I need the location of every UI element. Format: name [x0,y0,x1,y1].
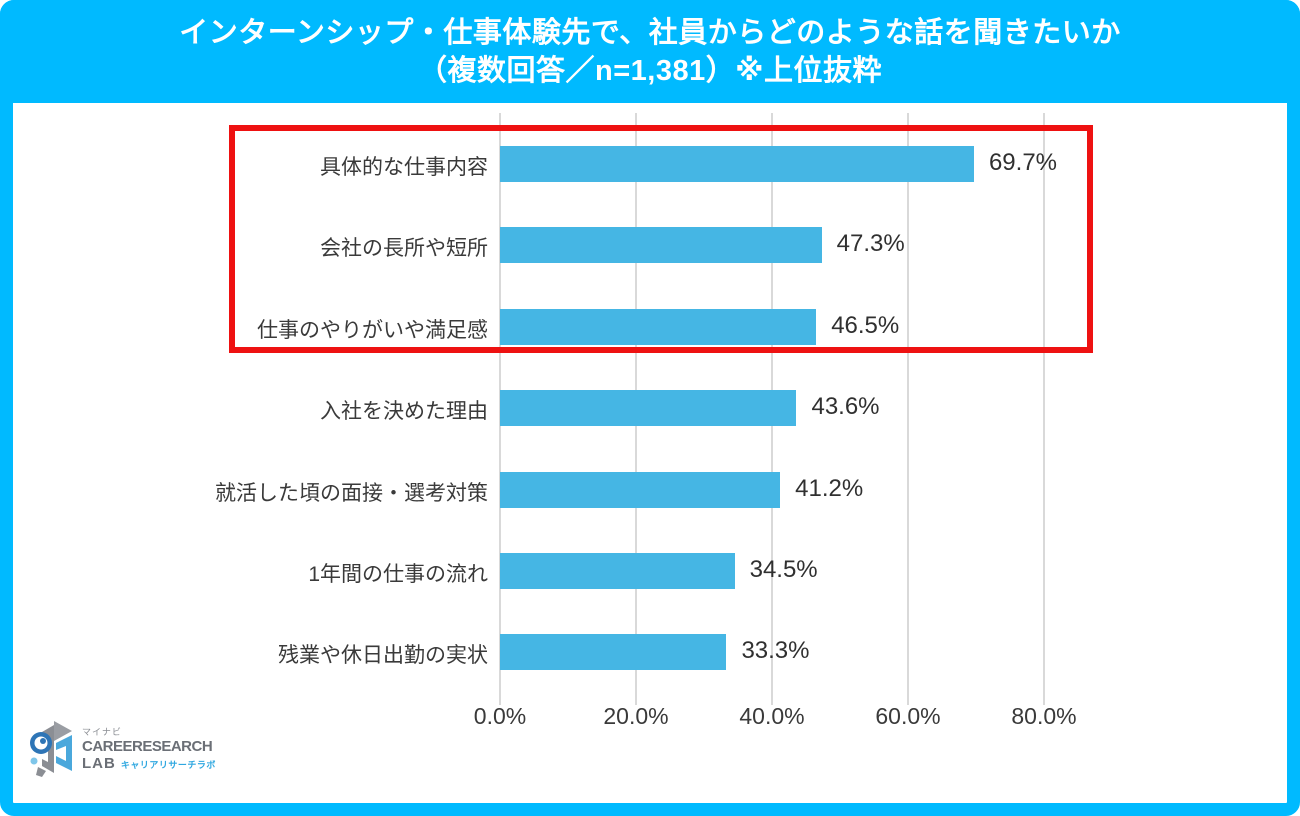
category-label: 入社を決めた理由 [320,400,488,424]
plot-area: 0.0% 20.0% 40.0% 60.0% 80.0% 具体的な仕事内容 69.7% 会社の… [195,103,1110,748]
bar [500,390,797,427]
bar [500,553,735,589]
logo-brand-small: マイナビ [82,726,122,737]
logo-subtext: キャリアリサーチラボ [120,759,216,770]
category-label: 具体的な仕事内容 [320,156,488,179]
x-axis-tick-label: 20.0% [603,703,669,729]
value-label: 69.7% [988,149,1058,176]
category-label: 残業や休日出勤の実状 [278,644,488,668]
logo-text-block: マイナビ CAREERESEARCH LAB キャリアリサーチラボ [82,726,216,772]
value-label: 41.2% [795,474,864,502]
value-label: 46.5% [831,311,900,339]
value-label: 47.3% [836,230,905,258]
bar [500,308,817,345]
x-axis-tick-label: 80.0% [1011,703,1077,729]
x-axis-tick-label: 0.0% [473,703,527,729]
category-label: 就活した頃の面接・選考対策 [215,481,488,505]
category-label: 仕事のやりがいや満足感 [257,318,488,342]
logo-mark-icon [30,721,72,777]
bar [500,471,781,508]
value-label: 34.5% [749,556,818,583]
gridline [907,113,909,705]
top3-highlight-rectangle [229,125,1093,353]
x-axis-tick-label: 60.0% [875,703,941,729]
chart-title-line2: （複数回答／n=1,381）※上位抜粋 [418,54,882,87]
bar [500,146,974,182]
career-research-lab-logo: マイナビ CAREERESEARCH LAB キャリアリサーチラボ [28,716,216,782]
title-band: インターンシップ・仕事体験先で、社員からどのような話を聞きたいか （複数回答／n… [0,0,1300,103]
category-label: 会社の長所や短所 [320,237,488,261]
value-label: 33.3% [741,637,810,665]
bar [500,227,822,264]
gridline [1043,113,1045,705]
value-label: 43.6% [811,393,880,421]
x-axis-tick-label: 40.0% [739,703,805,729]
category-label: 1年間の仕事の流れ [308,563,488,586]
chart-title-line1: インターンシップ・仕事体験先で、社員からどのような話を聞きたいか [179,16,1121,49]
logo-line2: LAB [82,754,116,772]
bar [500,634,727,671]
logo-line1: CAREERESEARCH [82,737,213,755]
